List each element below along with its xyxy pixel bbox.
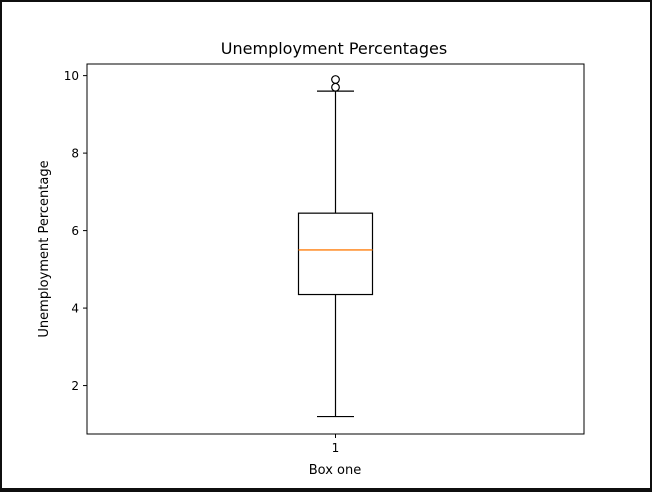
chart-title: Unemployment Percentages xyxy=(221,39,447,58)
y-tick-label: 2 xyxy=(71,379,79,393)
y-axis: 2 4 6 8 10 xyxy=(64,69,87,393)
y-tick-label: 10 xyxy=(64,69,79,83)
y-tick-label: 4 xyxy=(71,302,79,316)
y-axis-label: Unemployment Percentage xyxy=(37,160,52,337)
x-axis-label: Box one xyxy=(309,463,362,478)
outlier-point xyxy=(331,82,340,92)
y-tick-label: 8 xyxy=(71,147,79,161)
interquartile-box xyxy=(297,212,374,296)
boxes xyxy=(297,75,374,418)
y-tick-label: 6 xyxy=(71,224,79,238)
x-axis: 1 xyxy=(332,434,340,455)
outlier-point xyxy=(331,75,340,84)
x-tick-label: 1 xyxy=(332,441,340,455)
